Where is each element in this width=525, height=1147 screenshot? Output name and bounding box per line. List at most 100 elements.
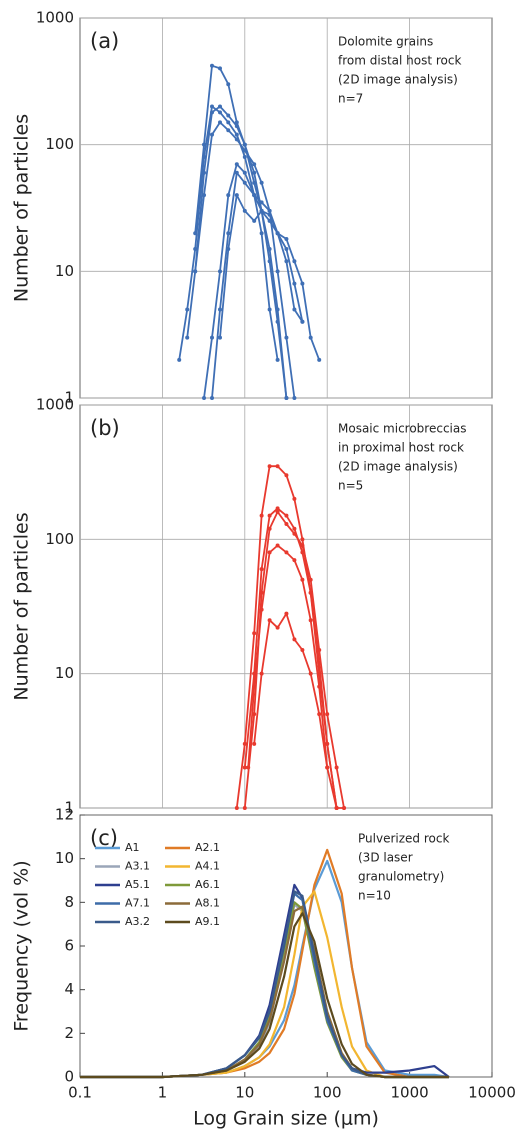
data-point <box>217 307 222 312</box>
y-tick-label: 100 <box>45 135 74 153</box>
data-point <box>252 741 257 746</box>
data-point <box>234 124 239 129</box>
annotation: (3D laser <box>358 851 413 865</box>
data-point <box>202 154 207 159</box>
data-point <box>267 550 272 555</box>
y-tick-label: 1 <box>64 799 74 817</box>
y-tick-label: 1000 <box>36 9 74 27</box>
data-point <box>284 259 289 264</box>
data-point <box>284 550 289 555</box>
data-point <box>259 607 264 612</box>
data-point <box>284 473 289 478</box>
data-point <box>252 684 257 689</box>
data-point <box>325 741 330 746</box>
data-point <box>275 231 280 236</box>
data-point <box>308 671 313 676</box>
data-point <box>317 357 322 362</box>
data-point <box>242 806 247 810</box>
data-point <box>252 218 257 223</box>
data-point <box>275 506 280 511</box>
legend-label: A5.1 <box>125 878 150 891</box>
data-point <box>342 806 347 810</box>
data-point <box>242 170 247 175</box>
data-point <box>210 63 215 68</box>
annotation: Dolomite grains <box>338 35 433 49</box>
data-point <box>217 66 222 71</box>
data-point <box>325 765 330 770</box>
data-point <box>267 259 272 264</box>
data-point <box>334 806 339 810</box>
x-tick-label: 1 <box>158 1084 168 1102</box>
data-point <box>292 637 297 642</box>
data-point <box>202 193 207 198</box>
data-point <box>242 142 247 147</box>
data-point <box>217 269 222 274</box>
data-point <box>226 128 231 133</box>
x-axis-label: Log Grain size (μm) <box>193 1108 379 1130</box>
data-point <box>267 464 272 469</box>
data-point <box>234 170 239 175</box>
y-tick-label: 1 <box>64 389 74 407</box>
data-point <box>226 120 231 125</box>
data-point <box>300 281 305 286</box>
y-tick-label: 0 <box>64 1068 74 1086</box>
data-point <box>267 208 272 213</box>
x-tick-label: 0.1 <box>68 1084 92 1102</box>
panel-label: (c) <box>90 826 118 850</box>
data-point <box>267 513 272 518</box>
data-point <box>252 631 257 636</box>
data-point <box>242 154 247 159</box>
data-point <box>185 307 190 312</box>
data-point <box>234 193 239 198</box>
plot-area <box>79 404 493 809</box>
data-point <box>300 537 305 542</box>
data-point <box>259 180 264 185</box>
data-point <box>275 357 280 362</box>
data-point <box>317 648 322 653</box>
data-point <box>234 162 239 167</box>
legend-label: A6.1 <box>195 878 220 891</box>
data-point <box>334 765 339 770</box>
data-point <box>234 132 239 137</box>
data-point <box>234 806 239 810</box>
data-point <box>284 611 289 616</box>
data-point <box>267 307 272 312</box>
data-point <box>317 684 322 689</box>
data-point <box>259 513 264 518</box>
data-point <box>325 712 330 717</box>
y-axis-label: Number of particles <box>11 114 33 302</box>
data-point <box>217 335 222 340</box>
data-point <box>242 741 247 746</box>
data-point <box>275 509 280 514</box>
data-point <box>217 120 222 125</box>
x-tick-label: 1000 <box>391 1084 429 1102</box>
data-point <box>177 357 182 362</box>
data-point <box>252 712 257 717</box>
annotation: in proximal host rock <box>338 441 464 455</box>
y-axis-label: Frequency (vol %) <box>11 860 33 1031</box>
data-point <box>210 396 215 400</box>
data-point <box>275 269 280 274</box>
y-tick-label: 100 <box>45 530 74 548</box>
data-point <box>217 104 222 109</box>
legend-label: A4.1 <box>195 860 220 873</box>
data-point <box>275 464 280 469</box>
y-axis-label: Number of particles <box>11 512 33 700</box>
data-point <box>292 307 297 312</box>
data-point <box>234 137 239 142</box>
y-tick-label: 10 <box>55 664 74 682</box>
data-point <box>259 208 264 213</box>
annotation: n=5 <box>338 479 363 493</box>
y-tick-label: 12 <box>55 806 74 824</box>
data-point <box>284 513 289 518</box>
data-point <box>284 247 289 252</box>
data-point <box>242 148 247 153</box>
data-point <box>300 577 305 582</box>
annotation: from distal host rock <box>338 54 461 68</box>
data-point <box>242 208 247 213</box>
data-point <box>308 577 313 582</box>
data-point <box>275 319 280 324</box>
data-point <box>226 247 231 252</box>
